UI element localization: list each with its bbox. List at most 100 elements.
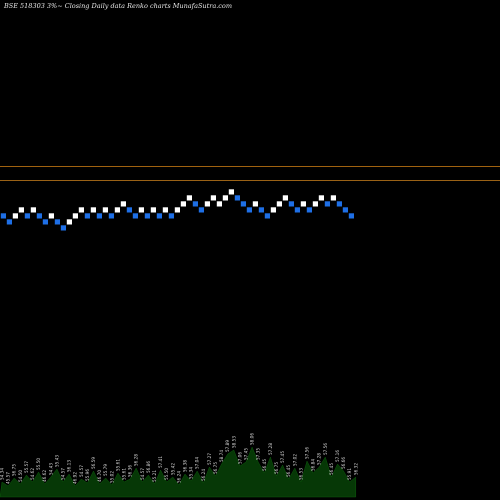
volume-label: 57.06 bbox=[237, 452, 242, 464]
renko-brick-up bbox=[12, 213, 18, 219]
renko-brick-up bbox=[72, 213, 78, 219]
renko-brick-down bbox=[342, 207, 348, 213]
renko-brick-up bbox=[162, 207, 168, 213]
renko-brick-up bbox=[330, 195, 336, 201]
renko-brick-down bbox=[324, 201, 330, 207]
renko-brick-down bbox=[96, 213, 102, 219]
renko-brick-down bbox=[264, 213, 270, 219]
renko-brick-up bbox=[318, 195, 324, 201]
volume-label: 57.45 bbox=[280, 451, 285, 463]
volume-label: 58.74 bbox=[219, 450, 224, 462]
volume-label: 56.24 bbox=[176, 471, 181, 483]
volume-label: 58.06 bbox=[250, 433, 255, 445]
volume-label: 54.57 bbox=[79, 465, 84, 477]
renko-brick-down bbox=[240, 201, 246, 207]
volume-label: 57.56 bbox=[323, 443, 328, 455]
volume-label: 55.57 bbox=[24, 461, 29, 473]
renko-brick-up bbox=[210, 195, 216, 201]
volume-label: 55.61 bbox=[122, 468, 127, 480]
renko-brick-up bbox=[90, 207, 96, 213]
volume-area bbox=[0, 446, 357, 498]
volume-label: 56.13 bbox=[67, 460, 72, 472]
volume-label: 57.56 bbox=[305, 447, 310, 459]
chart-title: BSE 518303 3%~ Closing Daily data Renko … bbox=[3, 2, 232, 10]
volume-label: 56.75 bbox=[274, 462, 279, 474]
renko-brick-up bbox=[180, 201, 186, 207]
renko-brick-down bbox=[288, 201, 294, 207]
volume-label: 55.02 bbox=[109, 471, 114, 483]
volume-label: 58.53 bbox=[231, 436, 236, 448]
renko-brick-down bbox=[126, 207, 132, 213]
volume-label: 56.45 bbox=[286, 465, 291, 477]
renko-brick-up bbox=[114, 207, 120, 213]
volume-label: 46.70 bbox=[97, 470, 102, 482]
renko-brick-down bbox=[42, 219, 48, 225]
renko-brick-down bbox=[156, 213, 162, 219]
renko-brick-up bbox=[78, 207, 84, 213]
renko-brick-up bbox=[150, 207, 156, 213]
volume-label: 57.35 bbox=[256, 448, 261, 460]
renko-brick-up bbox=[186, 195, 192, 201]
volume-label: 55.50 bbox=[164, 468, 169, 480]
renko-brick-down bbox=[60, 225, 66, 231]
renko-brick-down bbox=[54, 219, 60, 225]
reference-lines bbox=[0, 166, 500, 181]
volume-panel bbox=[0, 446, 357, 498]
volume-label: 56.53 bbox=[298, 468, 303, 480]
volume-label: 57.28 bbox=[317, 453, 322, 465]
volume-label: 46.62 bbox=[42, 470, 47, 482]
renko-brick-up bbox=[222, 195, 228, 201]
volume-label: 56.86 bbox=[146, 461, 151, 473]
volume-label: 57.16 bbox=[335, 450, 340, 462]
renko-brick-down bbox=[24, 213, 30, 219]
volume-label: 55.50 bbox=[36, 458, 41, 470]
volume-label: 55.34 bbox=[189, 467, 194, 479]
renko-brick-up bbox=[204, 201, 210, 207]
renko-brick-up bbox=[18, 207, 24, 213]
renko-brick-up bbox=[312, 201, 318, 207]
renko-brick-down bbox=[0, 213, 6, 219]
renko-brick-down bbox=[144, 213, 150, 219]
renko-brick-up bbox=[228, 189, 234, 195]
renko-brick-up bbox=[120, 201, 126, 207]
volume-label: 55.91 bbox=[347, 468, 352, 480]
volume-label: 56.36 bbox=[128, 465, 133, 477]
renko-brick-up bbox=[216, 201, 222, 207]
volume-label: 56.28 bbox=[134, 454, 139, 466]
renko-brick-down bbox=[192, 201, 198, 207]
renko-brick-down bbox=[306, 207, 312, 213]
renko-brick-up bbox=[174, 207, 180, 213]
renko-brick-down bbox=[246, 207, 252, 213]
volume-label: 56.59 bbox=[91, 457, 96, 469]
volume-label: 56.24 bbox=[201, 469, 206, 481]
volume-label: 55.79 bbox=[103, 464, 108, 476]
volume-label: 56.45 bbox=[262, 459, 267, 471]
renko-brick-up bbox=[270, 207, 276, 213]
renko-brick-up bbox=[102, 207, 108, 213]
renko-brick-up bbox=[66, 219, 72, 225]
volume-label: 57.02 bbox=[292, 454, 297, 466]
renko-brick-down bbox=[198, 207, 204, 213]
volume-label: 55.96 bbox=[85, 469, 90, 481]
renko-bricks bbox=[0, 189, 354, 231]
renko-brick-up bbox=[138, 207, 144, 213]
renko-brick-up bbox=[30, 207, 36, 213]
volume-label: 57.04 bbox=[195, 457, 200, 469]
renko-brick-down bbox=[108, 213, 114, 219]
volume-label: 54.57 bbox=[140, 468, 145, 480]
volume-label: 56.75 bbox=[12, 464, 17, 476]
volume-label: 57.28 bbox=[268, 443, 273, 455]
volume-label: 54.62 bbox=[30, 468, 35, 480]
volume-label: 57.89 bbox=[225, 440, 230, 452]
renko-brick-down bbox=[6, 219, 12, 225]
renko-brick-up bbox=[252, 201, 258, 207]
volume-label: 45.57 bbox=[6, 472, 11, 484]
volume-label: 57.45 bbox=[244, 448, 249, 460]
volume-label: 56.75 bbox=[213, 462, 218, 474]
volume-label: 55.21 bbox=[152, 470, 157, 482]
renko-brick-up bbox=[276, 201, 282, 207]
volume-label: 55.42 bbox=[170, 463, 175, 475]
